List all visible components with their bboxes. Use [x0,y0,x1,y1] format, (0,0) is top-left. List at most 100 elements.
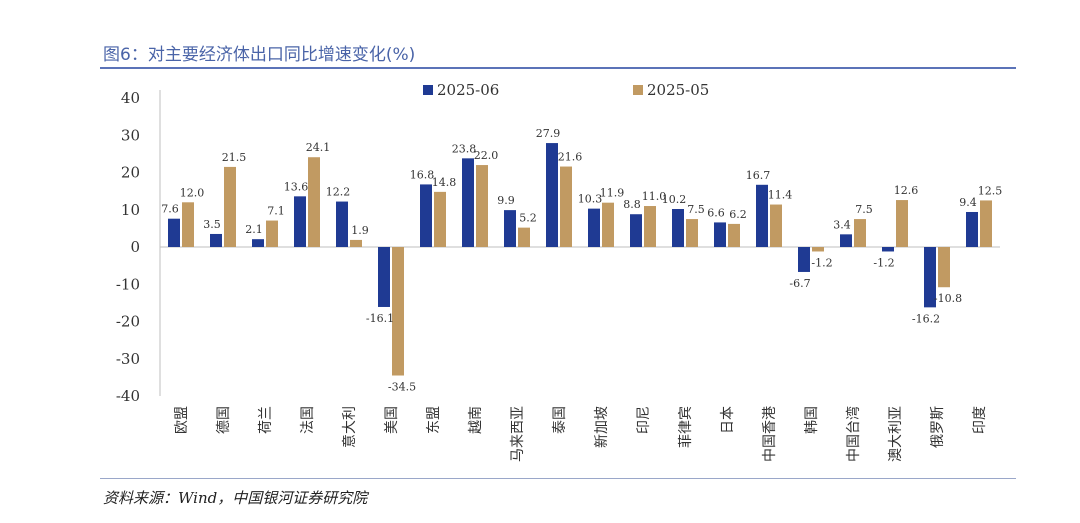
data-labels: 7.612.0 3.5 21.5 2.1 7.1 13.6 24.1 12.2 1.9 -16.1… [161,127,1002,393]
data-label-2025-06-德国: 3.5 [203,218,221,231]
bar-2025-06-美国 [378,247,390,307]
bar-2025-06-荷兰 [252,239,264,247]
x-tick-label: 新加坡 [594,406,610,448]
data-label-2025-05-日本: 6.2 [729,208,747,221]
data-label-2025-06-中国台湾: 3.4 [833,218,851,231]
bar-2025-05-澳大利亚 [896,200,908,247]
bar-2025-05-俄罗斯 [938,247,950,288]
x-tick-label: 泰国 [552,406,568,434]
data-label-2025-06-东盟: 16.8 [410,168,435,181]
data-label-2025-06-韩国: -6.7 [789,277,810,290]
data-label-2025-05-法国: 24.1 [306,141,331,154]
x-tick-label: 越南 [468,406,484,434]
data-label-2025-05-中国台湾: 7.5 [855,203,873,216]
y-tick-label: -20 [116,313,140,331]
bar-2025-06-马来西亚 [504,210,516,247]
x-tick-label: 美国 [384,406,400,434]
bar-2025-05-东盟 [434,191,446,247]
x-axis: 欧盟 德国 荷兰 法国 意大利 美国 东盟 越南 马来西亚 泰国 新加坡 印尼 菲律宾 日本 中国香港 韩国中… [174,406,988,462]
data-label-2025-06-日本: 6.6 [707,206,725,219]
bar-2025-06-德国 [210,233,222,247]
bar-2025-06-澳大利亚 [882,247,894,252]
x-tick-label: 菲律宾 [678,406,694,448]
bar-2025-05-荷兰 [266,220,278,247]
x-tick-label: 中国香港 [762,406,778,462]
bar-2025-05-法国 [308,157,320,247]
x-tick-label: 中国台湾 [845,406,862,462]
data-label-2025-05-韩国: -1.2 [811,256,832,269]
x-tick-label: 澳大利亚 [888,406,904,462]
data-label-2025-06-美国: -16.1 [366,312,394,325]
x-tick-label: 意大利 [341,406,358,448]
bar-2025-06-欧盟 [168,218,180,247]
bar-2025-05-印度 [980,200,992,247]
data-label-2025-06-泰国: 27.9 [536,127,561,140]
data-label-2025-06-新加坡: 10.3 [578,193,603,206]
bar-2025-05-美国 [392,247,404,376]
x-tick-label: 欧盟 [174,406,190,434]
legend-label-2025-05: 2025-05 [647,81,709,99]
x-tick-label: 俄罗斯 [930,406,946,448]
y-tick-label: -30 [116,350,140,368]
legend: 2025-06 2025-05 [423,81,709,99]
bar-2025-05-中国台湾 [854,219,866,247]
bar-2025-06-俄罗斯 [924,247,936,308]
source-note: 资料来源：Wind，中国银河证券研究院 [103,489,368,507]
data-label-2025-05-荷兰: 7.1 [267,205,285,218]
x-tick-label: 荷兰 [258,406,274,434]
data-label-2025-05-意大利: 1.9 [351,224,369,237]
bar-2025-06-日本 [714,222,726,247]
bar-2025-06-越南 [462,158,474,247]
bar-2025-06-韩国 [798,247,810,272]
y-tick-label: -10 [116,275,140,293]
bar-2025-06-印度 [966,211,978,247]
bar-2025-06-中国香港 [756,184,768,247]
data-label-2025-05-欧盟: 12.0 [180,186,205,199]
bar-2025-06-法国 [294,196,306,247]
data-label-2025-05-中国香港: 11.4 [768,189,793,202]
x-tick-label: 东盟 [426,406,442,434]
bar-2025-05-越南 [476,165,488,247]
y-tick-label: 40 [121,89,140,107]
data-label-2025-06-荷兰: 2.1 [245,223,263,236]
data-label-2025-06-中国香港: 16.7 [746,169,771,182]
bar-2025-05-新加坡 [602,202,614,247]
y-tick-label: 30 [121,126,140,144]
bar-2025-06-印尼 [630,214,642,247]
bar-2025-05-欧盟 [182,202,194,247]
data-label-2025-05-俄罗斯: -10.8 [934,292,962,305]
data-label-2025-06-法国: 13.6 [284,180,309,193]
data-label-2025-05-印尼: 11.0 [642,190,667,203]
bar-2025-06-泰国 [546,143,558,247]
y-tick-label: -40 [116,387,140,405]
data-label-2025-06-印度: 9.4 [959,196,977,209]
y-tick-label: 20 [121,164,140,182]
bar-2025-05-印尼 [644,206,656,247]
data-label-2025-05-德国: 21.5 [222,151,247,164]
bar-2025-05-菲律宾 [686,219,698,247]
bar-2025-06-意大利 [336,201,348,247]
title-divider [100,67,1016,69]
data-label-2025-05-美国: -34.5 [388,381,416,394]
data-label-2025-06-欧盟: 7.6 [161,203,179,216]
legend-label-2025-06: 2025-06 [437,81,499,99]
data-label-2025-06-意大利: 12.2 [326,186,351,199]
x-tick-label: 德国 [216,406,232,434]
data-label-2025-06-越南: 23.8 [452,142,477,155]
legend-swatch-2025-06 [423,85,433,95]
data-label-2025-05-马来西亚: 5.2 [519,212,537,225]
y-tick-label: 0 [130,238,140,256]
x-tick-label: 韩国 [804,406,820,434]
data-label-2025-06-澳大利亚: -1.2 [873,256,894,269]
figure-title: 图6：对主要经济体出口同比增速变化(%) [103,45,416,65]
bar-2025-05-德国 [224,166,236,247]
bar-2025-05-韩国 [812,247,824,252]
bar-2025-05-日本 [728,223,740,247]
x-tick-label: 印尼 [636,406,652,434]
data-label-2025-05-印度: 12.5 [978,184,1003,197]
bar-2025-05-马来西亚 [518,227,530,247]
data-label-2025-06-菲律宾: 10.2 [662,193,687,206]
x-tick-label: 马来西亚 [510,406,526,462]
bar-2025-05-中国香港 [770,204,782,247]
